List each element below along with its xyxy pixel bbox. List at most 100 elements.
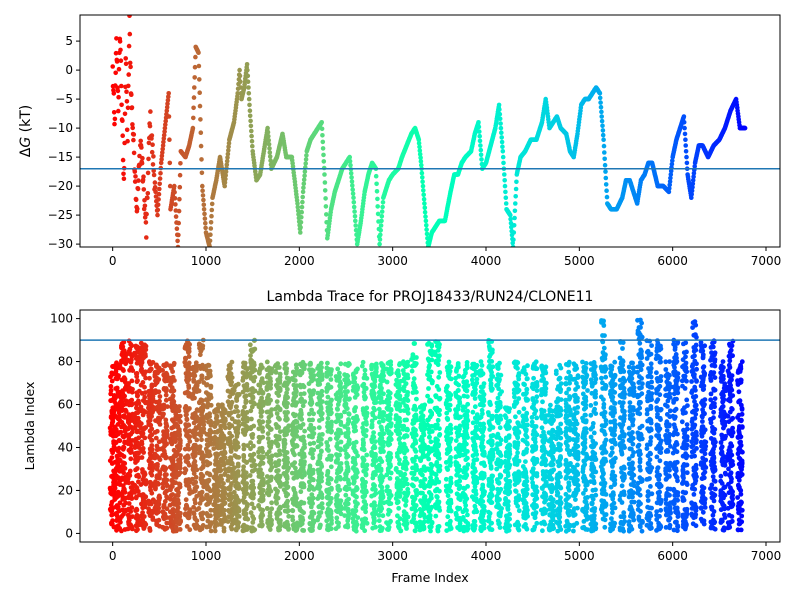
bottom-data-point [251,443,256,449]
bottom-data-point [134,466,140,471]
bottom-data-point [276,393,282,398]
bottom-data-point [325,480,331,486]
top-data-point [603,175,609,181]
top-data-point [161,132,167,138]
top-data-point [123,56,128,61]
bottom-data-point [204,431,210,437]
bottom-data-point [126,338,132,344]
bottom-data-point [284,465,290,470]
bottom-data-point [154,447,160,453]
top-data-point [478,143,483,148]
bottom-data-point [133,484,138,489]
bottom-data-point [235,481,241,487]
bottom-data-point [143,375,149,381]
bottom-data-point [161,429,166,434]
bottom-data-point [109,520,114,526]
top-data-point [600,132,606,138]
bottom-data-point [219,412,225,417]
bottom-data-point [347,361,352,367]
bottom-data-point [211,502,217,508]
bottom-data-point [218,467,224,473]
bottom-data-point [318,377,323,383]
bottom-data-point [152,506,158,511]
bottom-data-point [275,443,281,449]
bottom-data-point [268,520,274,525]
bottom-data-point [232,518,238,524]
bottom-data-point [231,503,237,509]
top-data-point [150,142,155,147]
bottom-data-point [335,484,341,489]
bottom-data-point [298,435,304,441]
top-data-point [159,153,165,159]
bottom-data-point [283,393,289,399]
bottom-data-point [259,398,264,404]
top-data-point [145,170,151,176]
top-data-point [223,173,228,178]
bottom-data-point [344,460,350,466]
bottom-data-point [277,527,282,533]
bottom-data-point [113,481,119,487]
bottom-data-point [122,376,128,382]
bottom-data-point [249,416,254,422]
bottom-data-point [153,435,159,441]
top-data-point [130,122,135,127]
bottom-data-point [327,436,333,442]
bottom-data-point [153,390,158,396]
bottom-data-point [196,379,202,385]
bottom-data-point [178,438,183,444]
top-data-point [250,143,255,149]
top-data-point [163,122,168,127]
bottom-data-point [265,436,271,441]
bottom-data-point [204,382,210,387]
bottom-data-point [147,367,153,373]
bottom-data-point [110,473,115,479]
bottom-data-point [259,472,265,478]
bottom-data-point [232,453,238,458]
bottom-data-point [283,417,288,423]
bottom-data-point [329,419,334,425]
bottom-data-point [134,458,140,464]
bottom-data-point [298,425,304,431]
bottom-data-point [259,519,264,524]
top-data-point [681,114,687,119]
top-data-point [513,194,518,199]
bottom-data-point [302,428,307,434]
top-data-point [302,173,307,178]
top-data-point [110,64,115,69]
top-data-point [130,125,135,131]
bottom-data-point [248,408,254,414]
bottom-data-point [113,504,119,510]
top-data-point [200,183,205,189]
bottom-data-point [292,372,298,378]
bottom-data-point [191,510,197,515]
bottom-data-point [268,477,274,483]
top-data-point [176,208,182,214]
bottom-data-point [109,420,115,426]
bottom-data-point [325,360,330,366]
top-data-point [503,195,509,200]
bottom-data-point [274,513,280,519]
bottom-data-point [211,474,217,480]
top-data-point [350,187,356,192]
bottom-data-point [135,393,140,399]
bottom-data-point [283,370,289,376]
bottom-data-point [250,377,256,383]
top-data-point [682,125,687,131]
bottom-data-point [327,500,332,506]
bottom-data-point [346,437,352,443]
bottom-data-point [194,493,200,499]
top-data-point [118,47,123,53]
bottom-data-point [269,500,274,506]
bottom-data-point [183,497,189,503]
bottom-data-point [134,374,140,379]
bottom-data-point [157,394,163,399]
bottom-data-point [163,397,169,403]
bottom-data-point [277,416,282,422]
top-data-point [510,244,516,247]
bottom-data-point [177,527,183,532]
bottom-data-point [199,428,205,434]
bottom-data-point [232,478,238,484]
top-data-point [500,144,505,149]
bottom-data-point [298,411,303,417]
bottom-data-point [335,402,341,407]
